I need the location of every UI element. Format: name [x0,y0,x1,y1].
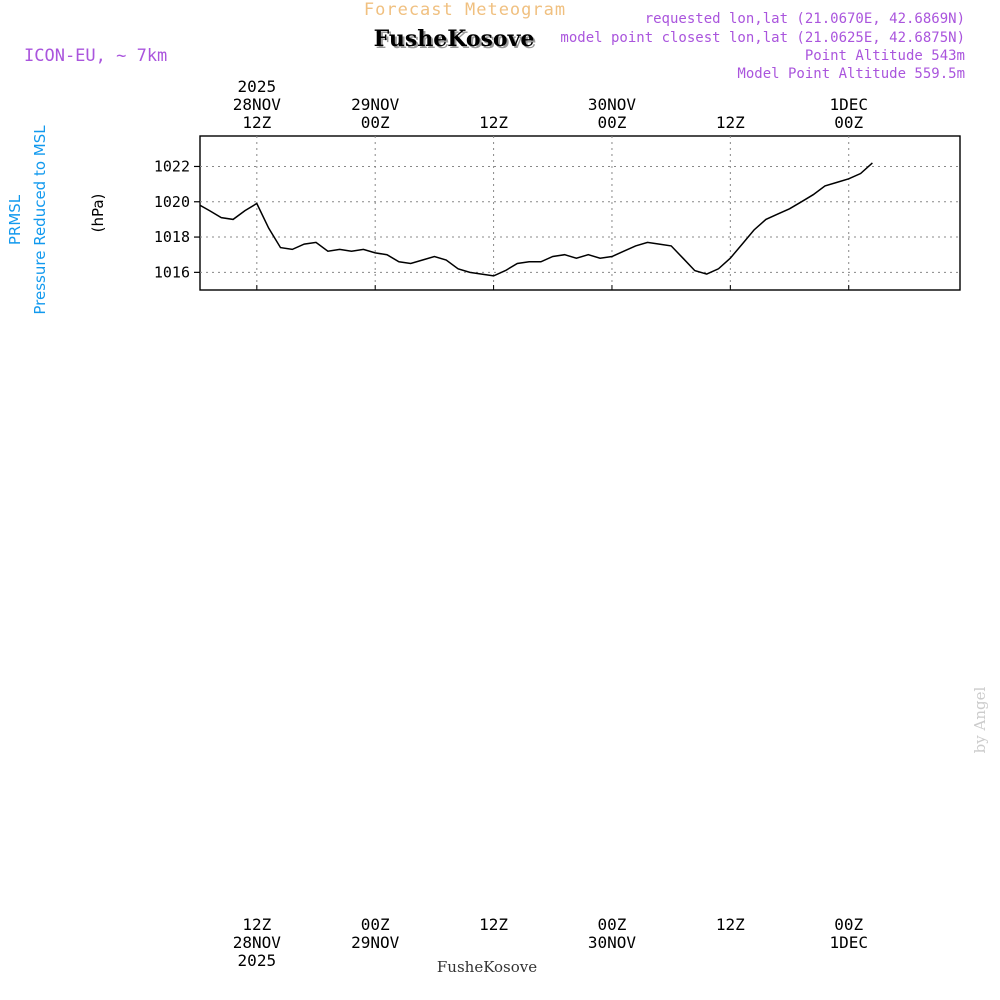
panel-unit: (hPa) [89,194,107,233]
bottom-time-label: 2025 [238,951,277,970]
top-time-label: 2025 [238,77,277,96]
bottom-time-label: 00Z [834,915,863,934]
bottom-time-label: 1DEC [829,933,868,952]
panel-frame [199,135,961,291]
bottom-time-label: 00Z [598,915,627,934]
top-time-label: 28NOV [233,95,282,114]
top-time-label: 12Z [242,113,271,132]
top-time-label: 1DEC [829,95,868,114]
location-title-shadow: FusheKosove [376,28,537,54]
closest-coords: model point closest lon,lat (21.0625E, 4… [560,30,965,46]
model-altitude: Model Point Altitude 559.5m [737,66,965,82]
y-tick-label: 1022 [154,157,190,175]
top-time-label: 12Z [716,113,745,132]
panel-pressure: 1016 1018 1020 1022 PRMSL Pressure Reduced to… [6,125,961,315]
y-tick-label: 1018 [154,228,190,246]
y-tick-label: 1020 [154,193,190,211]
requested-coords: requested lon,lat (21.0670E, 42.6869N) [645,11,965,27]
bottom-time-label: 12Z [716,915,745,934]
credit-text: by Angel [971,686,989,753]
chart-title: Forecast Meteogram [364,0,566,20]
bottom-time-label: 12Z [479,915,508,934]
panel-data [200,162,873,277]
bottom-time-label: 29NOV [351,933,400,952]
top-time-label: 30NOV [588,95,637,114]
bottom-time-label: 28NOV [233,933,282,952]
point-altitude: Point Altitude 543m [805,48,965,64]
model-name: ICON-EU, ~ 7km [24,46,167,66]
panel-ylabel: PRMSL [6,194,24,245]
top-time-label: 00Z [361,113,390,132]
top-time-label: 00Z [598,113,627,132]
footer-location: FusheKosove [437,958,537,976]
series-pressure [200,162,873,277]
panel-ylabel: Pressure Reduced to MSL [31,125,49,315]
bottom-time-label: 00Z [361,915,390,934]
top-time-label: 12Z [479,113,508,132]
top-time-label: 29NOV [351,95,400,114]
bottom-time-label: 30NOV [588,933,637,952]
bottom-time-label: 12Z [242,915,271,934]
y-tick-label: 1016 [154,263,190,281]
top-time-label: 00Z [834,113,863,132]
location-title: FusheKosove [374,26,535,52]
